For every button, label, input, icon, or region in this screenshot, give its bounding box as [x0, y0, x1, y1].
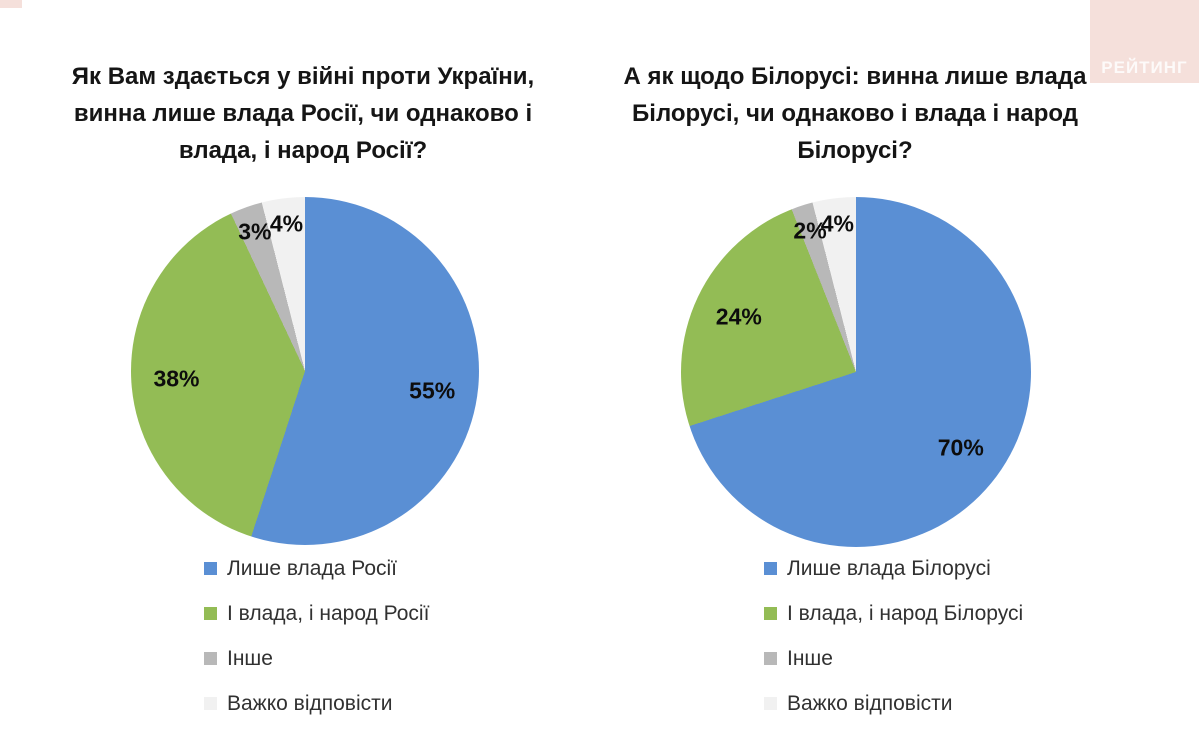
- legend-label: Інше: [787, 646, 833, 670]
- legend-label: І влада, і народ Білорусі: [787, 601, 1024, 625]
- slice-value-label: 70%: [937, 434, 984, 461]
- chart-title-russia: Як Вам здається у війні проти України, в…: [71, 62, 535, 164]
- legend-item: І влада, і народ Білорусі: [764, 601, 1023, 626]
- legend-swatch-icon: [764, 652, 777, 665]
- legend-label: Лише влада Росії: [227, 556, 398, 580]
- chart-title-belarus: А як щодо Білорусі: винна лише влада Біл…: [623, 62, 1087, 164]
- pie-chart-russia: 55% 38% 3% 4%: [131, 197, 479, 545]
- slice-value-label: 24%: [715, 303, 762, 330]
- legend-label: І влада, і народ Росії: [227, 601, 430, 625]
- slice-value-label: 4%: [820, 210, 854, 237]
- legend-russia: Лише влада Росії І влада, і народ Росії Ін…: [204, 556, 429, 736]
- slice-value-label: 4%: [269, 210, 304, 237]
- legend-swatch-icon: [204, 697, 217, 710]
- legend-item: Інше: [204, 646, 429, 671]
- legend-label: Важко відповісти: [787, 691, 953, 715]
- corner-accent: [0, 0, 22, 8]
- legend-swatch-icon: [764, 562, 777, 575]
- slice-value-label: 55%: [409, 377, 456, 404]
- legend-swatch-icon: [764, 697, 777, 710]
- slice-value-label: 38%: [153, 365, 200, 392]
- legend-belarus: Лише влада Білорусі І влада, і народ Біло…: [764, 556, 1023, 736]
- legend-item: Лише влада Росії: [204, 556, 429, 581]
- legend-item: І влада, і народ Росії: [204, 601, 429, 626]
- legend-swatch-icon: [204, 562, 217, 575]
- legend-label: Важко відповісти: [227, 691, 393, 715]
- legend-swatch-icon: [204, 652, 217, 665]
- rating-logo: РЕЙТИНГ: [1090, 0, 1199, 83]
- rating-logo-text: РЕЙТИНГ: [1101, 58, 1188, 77]
- slice-value-label: 3%: [238, 218, 272, 245]
- pie-chart-belarus: 70% 24% 2% 4%: [681, 197, 1031, 547]
- legend-swatch-icon: [204, 607, 217, 620]
- slice-value-label: 2%: [793, 217, 827, 244]
- legend-item: Інше: [764, 646, 1023, 671]
- legend-item: Важко відповісти: [764, 691, 1023, 716]
- legend-swatch-icon: [764, 607, 777, 620]
- legend-item: Важко відповісти: [204, 691, 429, 716]
- legend-label: Лише влада Білорусі: [787, 556, 991, 580]
- legend-item: Лише влада Білорусі: [764, 556, 1023, 581]
- legend-label: Інше: [227, 646, 273, 670]
